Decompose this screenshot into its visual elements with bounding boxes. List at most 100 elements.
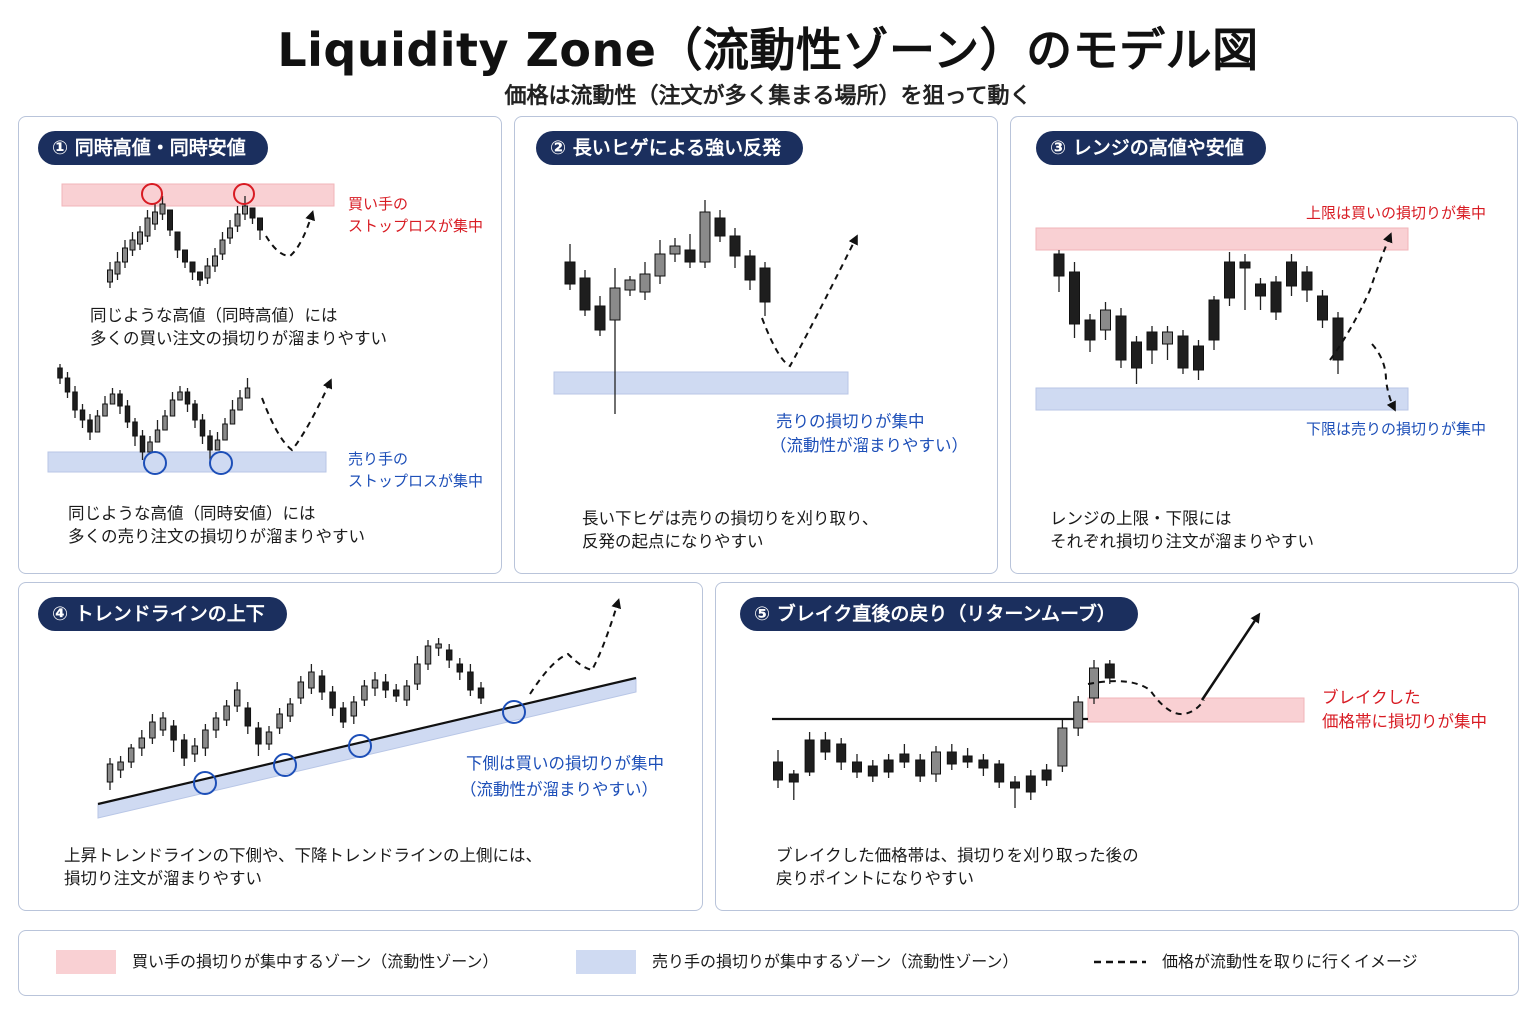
page-subtitle: 価格は流動性（注文が多く集まる場所）を狙って動く: [504, 84, 1032, 109]
panel1-note-top-1: 買い手の: [348, 195, 409, 213]
p4-candle-body: [191, 745, 199, 755]
p3-sell-zone: [1035, 387, 1409, 411]
panel2-desc-2: 反発の起点になりやすい: [582, 532, 764, 551]
p3-candle-body: [1115, 315, 1127, 361]
p1a-candle-body: [122, 247, 128, 263]
panel3-desc-2: それぞれ損切り注文が溜まりやすい: [1050, 532, 1314, 551]
p4-dashed-arrow: [529, 598, 622, 695]
p2-candle-body: [564, 261, 576, 285]
p3-candle-body: [1053, 253, 1065, 277]
legend-box: [18, 930, 1519, 996]
p4-candle-body: [477, 687, 485, 699]
p1b-candle-body: [72, 391, 78, 411]
p4-candle-body: [403, 685, 411, 701]
p1b-candle-body: [207, 435, 213, 451]
p1a-candle-body: [144, 217, 151, 237]
p4-candle-body: [297, 681, 305, 699]
p1b-candle-body: [184, 391, 191, 405]
p4-candle-body: [138, 737, 146, 749]
p1a-candle-body: [159, 203, 166, 215]
p2-candle-body: [669, 245, 681, 255]
p4-candle-body: [467, 671, 474, 691]
panel4-heading: ④ トレンドラインの上下: [38, 597, 287, 631]
p5-candle-body: [867, 765, 878, 777]
p3-dashed-arrow-up: [1329, 232, 1393, 361]
panel1-heading: ① 同時高値・同時安値: [38, 131, 268, 165]
p1-high-circle-2: [233, 183, 255, 205]
p5-candle-body: [1104, 663, 1115, 679]
panel-return-move: [715, 582, 1519, 911]
p1a-candle-body: [242, 205, 248, 215]
panel1-note-bottom-2: ストップロスが集中: [348, 472, 484, 490]
p1b-candle-body: [64, 377, 71, 393]
p2-candle-body: [654, 253, 666, 277]
p1a-candle-body: [227, 227, 233, 239]
panel4-desc-1: 上昇トレンドラインの下側や、下降トレンドラインの上側には、: [64, 846, 543, 865]
panel2-desc-1: 長い下ヒゲは売りの損切りを刈り取り、: [582, 509, 879, 528]
panel5-heading: ⑤ ブレイク直後の戻り（リターンムーブ）: [740, 597, 1138, 631]
p1b-candle-body: [177, 391, 183, 401]
p3-candle-body: [1239, 261, 1251, 269]
legend-sell-swatch: [576, 950, 636, 974]
p2-candle-body: [729, 235, 741, 257]
p1b-candle-body: [229, 409, 236, 425]
p1-buy-zone: [61, 183, 335, 207]
panel5-note-2: 価格帯に損切りが集中: [1322, 712, 1487, 731]
p1b-candle-body: [87, 419, 93, 433]
p2-candle-body: [744, 255, 756, 281]
p5-solid-arrow: [1200, 612, 1261, 701]
p3-buy-zone: [1035, 227, 1409, 251]
p4-touch-circle-3: [348, 734, 372, 758]
p1b-candle-body: [237, 397, 243, 411]
p5-candle-body: [1041, 769, 1052, 781]
p1a-candle-body: [182, 249, 188, 263]
panel1-desc-bottom-2: 多くの売り注文の損切りが溜まりやすい: [68, 527, 365, 546]
p1b-candle-body: [79, 409, 86, 421]
p4-candle-body: [445, 649, 453, 661]
p1-low-circle-1: [143, 451, 167, 475]
p4-candle-body: [392, 689, 400, 697]
p5-candle-body: [773, 761, 783, 781]
p1a-candle-body: [234, 213, 241, 227]
p2-candle-body: [639, 273, 651, 293]
p5-candle-body: [852, 761, 862, 773]
p3-candle-body: [1332, 317, 1344, 361]
panel5-note-1: ブレイクした: [1322, 688, 1421, 707]
panel4-desc-2: 損切り注文が溜まりやすい: [64, 869, 262, 888]
p4-candle-body: [159, 717, 167, 731]
p4-candle-body: [308, 671, 315, 689]
p4-candle-body: [117, 761, 124, 771]
p4-candle-body: [223, 705, 230, 721]
p4-candle-body: [350, 701, 358, 717]
panel4-note-2: （流動性が溜まりやすい）: [460, 780, 658, 799]
p2-candle-body: [714, 217, 726, 237]
panel5-desc-1: ブレイクした価格帯は、損切りを刈り取った後の: [776, 846, 1139, 865]
p4-candle-body: [361, 685, 368, 701]
p1b-candle-body: [132, 421, 138, 437]
panel1-desc-top-1: 同じような高値（同時高値）には: [90, 306, 338, 325]
legend-buy-swatch: [56, 950, 116, 974]
p4-candle-body: [180, 739, 188, 759]
p1a-candle-body: [219, 239, 226, 255]
p4-candle-body: [170, 725, 177, 741]
panel1-desc-bottom-1: 同じような高値（同時安値）には: [68, 504, 316, 523]
p2-candle-body: [684, 249, 696, 263]
p3-candle-body: [1177, 335, 1189, 369]
panel1-note-top-2: ストップロスが集中: [348, 217, 484, 235]
p5-candle-body: [804, 739, 815, 773]
p5-candle-body: [899, 753, 910, 763]
p1b-candle-body: [102, 403, 108, 417]
legend-sell-label: 売り手の損切りが集中するゾーン（流動性ゾーン）: [652, 952, 1019, 971]
p3-candle-body: [1286, 261, 1297, 287]
p5-candle-body: [1025, 775, 1036, 793]
p1a-candle-body: [114, 261, 121, 275]
p5-candle-body: [883, 759, 894, 773]
p1b-candle-body: [199, 419, 206, 437]
p1a-candle-body: [152, 211, 158, 225]
p2-candle-body: [579, 277, 591, 311]
p1b-candle-body: [244, 387, 251, 399]
p5-candle-body: [962, 755, 973, 763]
p2-sell-zone: [553, 371, 849, 395]
p1b-candle-body: [169, 399, 176, 417]
